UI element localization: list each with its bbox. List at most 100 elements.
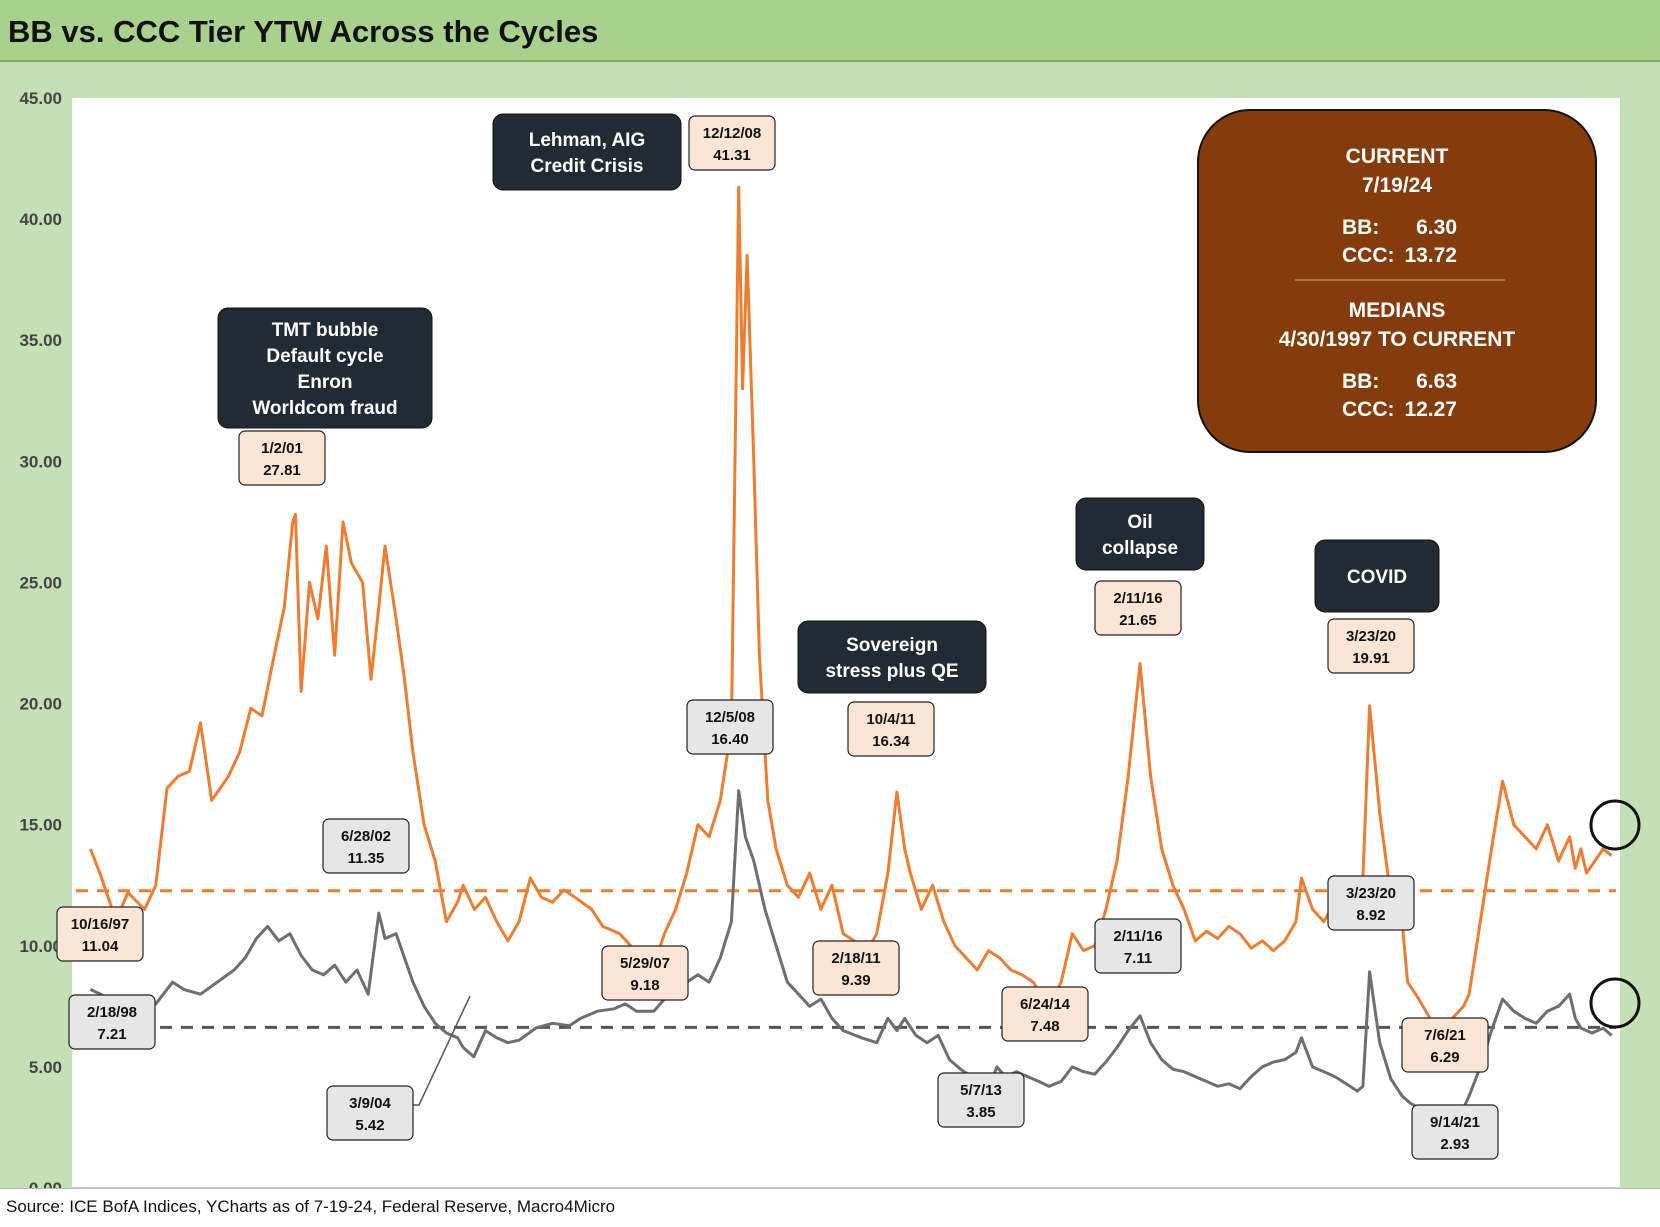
point-label-value: 16.40 [711,731,749,748]
point-label-date: 5/29/07 [620,955,670,972]
point-label-date: 12/12/08 [703,125,761,142]
summary-box-bg [1197,109,1597,453]
point-label-box [1401,1017,1489,1073]
point-label-value: 5.42 [355,1117,384,1134]
point-label-box [686,699,774,755]
summary-bb-median: 6.63 [1416,370,1457,393]
point-label-ccc-2011a: 2/18/11 9.39 [812,940,900,996]
title-bar: BB vs. CCC Tier YTW Across the Cycles [0,0,1660,62]
current-value-markers [1589,799,1641,1029]
bb-current-circle [1589,977,1641,1029]
point-label-ccc-2016: 2/11/16 21.65 [1094,580,1182,636]
point-label-box [937,1072,1025,1128]
callout-line: Worldcom fraud [252,398,397,419]
point-label-date: 9/14/21 [1430,1114,1480,1131]
point-label-date: 1/2/01 [261,440,303,457]
point-label-date: 6/28/02 [341,828,391,845]
point-label-box [1094,580,1182,636]
point-label-box [601,945,689,1001]
point-label-value: 9.39 [841,972,870,989]
point-label-box [1327,875,1415,931]
point-label-ccc-2007: 5/29/07 9.18 [601,945,689,1001]
summary-medians-header: MEDIANS [1349,299,1446,322]
summary-bb-label: BB: [1342,216,1379,239]
y-tick-label: 0.00 [29,1179,62,1188]
point-label-value: 7.48 [1030,1018,1059,1035]
y-tick-label: 30.00 [19,452,62,471]
y-tick-label: 35.00 [19,331,62,350]
point-label-ccc-2008: 12/12/08 41.31 [688,115,776,171]
footer: Source: ICE BofA Indices, YCharts as of … [0,1188,1660,1227]
point-label-bb-2020: 3/23/20 8.92 [1327,875,1415,931]
series-lines [89,185,1613,1119]
point-label-ccc-2014: 6/24/14 7.48 [1001,986,1089,1042]
y-tick-label: 40.00 [19,210,62,229]
point-label-value: 21.65 [1119,612,1157,629]
point-label-value: 19.91 [1352,650,1390,667]
summary-medians-period: 4/30/1997 TO CURRENT [1279,328,1516,351]
callout-line: stress plus QE [825,661,958,682]
callout-oil: Oil collapse [1075,497,1205,571]
point-label-box [326,1085,414,1141]
point-label-value: 2.93 [1440,1136,1469,1153]
point-label-value: 7.11 [1124,950,1152,967]
callout-line: Credit Crisis [531,156,644,177]
point-label-value: 8.92 [1356,907,1385,924]
callout-covid: COVID [1314,539,1440,613]
callout-line: TMT bubble [272,320,379,341]
point-label-date: 6/24/14 [1020,996,1071,1013]
point-label-date: 3/9/04 [349,1095,391,1112]
point-label-box [1411,1104,1499,1160]
callout-box [1314,539,1440,613]
point-label-ccc-2011b: 10/4/11 16.34 [847,701,935,757]
point-label-box [68,994,156,1050]
callout-box [492,113,682,191]
y-tick-label: 5.00 [29,1058,62,1077]
callout-line: Lehman, AIG [529,130,645,151]
point-label-date: 10/16/97 [71,916,129,933]
y-tick-label: 25.00 [19,573,62,592]
summary-current-date: 7/19/24 [1362,174,1432,197]
point-label-date: 10/4/11 [866,711,915,728]
callout-box [217,307,433,429]
leader-line-2004 [413,995,471,1106]
point-label-box [322,818,410,874]
ccc-series-line [89,185,1613,1038]
point-label-box [688,115,776,171]
point-labels: 10/16/97 11.04 2/18/98 7.21 1/2/01 27.81 6/28/… [56,115,1499,1160]
event-callouts: TMT bubble Default cycle Enron Worldcom fra… [217,113,1440,694]
point-label-value: 3.85 [966,1104,995,1121]
point-label-date: 5/7/13 [960,1082,1002,1099]
summary-bb-current: 6.30 [1416,216,1457,239]
callout-box [797,620,987,694]
point-label-bb-2004: 3/9/04 5.42 [326,1085,414,1141]
source-note: Source: ICE BofA Indices, YCharts as of … [6,1197,616,1216]
point-label-box [56,906,144,962]
ccc-current-circle [1589,799,1641,851]
callout-line: Sovereign [846,635,938,656]
chart-title: BB vs. CCC Tier YTW Across the Cycles [8,14,599,49]
point-label-box [847,701,935,757]
y-tick-label: 20.00 [19,695,62,714]
point-label-ccc-2021: 7/6/21 6.29 [1401,1017,1489,1073]
y-axis: 0.00 5.00 10.00 15.00 20.00 25.00 30.00 35.00 40… [19,89,62,1188]
point-label-value: 11.35 [348,850,385,867]
callout-line: collapse [1102,538,1178,559]
y-tick-label: 15.00 [19,816,62,835]
summary-box: CURRENT 7/19/24 BB: 6.30 CCC: 13.72 MEDI… [1197,109,1597,453]
point-label-box [1327,618,1415,674]
point-label-box [1001,986,1089,1042]
point-label-box [1094,918,1182,974]
y-tick-label: 45.00 [19,89,62,108]
summary-current-header: CURRENT [1346,145,1449,168]
point-label-date: 2/11/16 [1113,928,1162,945]
callout-line: Default cycle [266,346,383,367]
point-label-box [238,430,326,486]
callout-line: Oil [1127,512,1152,533]
point-label-date: 2/11/16 [1113,590,1162,607]
leader-lines [413,995,471,1106]
point-label-value: 9.18 [630,977,659,994]
point-label-value: 6.29 [1430,1049,1459,1066]
point-label-value: 27.81 [263,462,301,479]
summary-ccc-median: 12.27 [1404,398,1457,421]
